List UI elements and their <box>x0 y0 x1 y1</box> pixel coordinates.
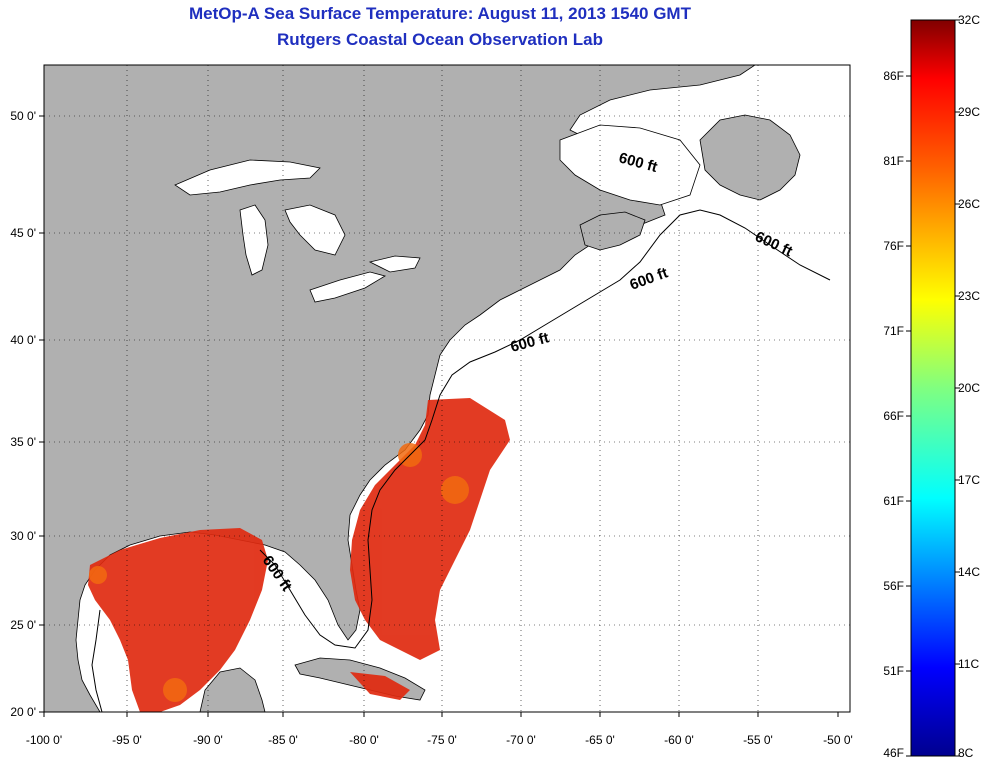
colorbar-label-f: 81F <box>883 154 904 168</box>
x-tick-label: -90 0' <box>193 733 223 747</box>
colorbar-label-f: 66F <box>883 409 904 423</box>
colorbar-label-c: 32C <box>958 13 980 27</box>
colorbar-label-c: 29C <box>958 105 980 119</box>
colorbar-label-f: 71F <box>883 324 904 338</box>
lake-huron <box>284 204 346 256</box>
colorbar-label-c: 17C <box>958 473 980 487</box>
gulf-st-lawrence <box>559 124 701 206</box>
colorbar-label-c: 14C <box>958 565 980 579</box>
y-tick-label: 20 0' <box>10 705 36 719</box>
y-tick-label: 50 0' <box>10 109 36 123</box>
colorbar-label-f: 46F <box>883 746 904 760</box>
colorbar-label-c: 26C <box>958 197 980 211</box>
sst-overlay <box>88 398 510 712</box>
x-tick-label: -85 0' <box>268 733 298 747</box>
x-tick-label: -55 0' <box>743 733 773 747</box>
colorbar-label-c: 11C <box>958 657 979 671</box>
latitude-axis: 50 0' 45 0' 40 0' 35 0' 30 0' 25 0' 20 0' <box>10 109 44 719</box>
y-tick-label: 25 0' <box>10 618 36 632</box>
land-newfoundland <box>699 114 801 201</box>
colorbar-label-f: 56F <box>883 579 904 593</box>
lake-superior <box>174 159 321 196</box>
x-tick-label: -80 0' <box>349 733 379 747</box>
lake-erie <box>309 271 387 303</box>
lake-michigan <box>239 204 269 276</box>
colorbar-label-c: 8C <box>958 746 974 760</box>
colorbar-label-f: 76F <box>883 239 904 253</box>
longitude-axis: -100 0' -95 0' -90 0' -85 0' -80 0' -75 0' -70… <box>26 712 853 747</box>
colorbar-label-f: 86F <box>883 69 904 83</box>
y-tick-label: 45 0' <box>10 226 36 240</box>
x-tick-label: -100 0' <box>26 733 62 747</box>
x-tick-label: -95 0' <box>112 733 142 747</box>
x-tick-label: -70 0' <box>506 733 536 747</box>
colorbar-label-f: 51F <box>883 664 904 678</box>
land-nova-scotia <box>579 211 646 251</box>
x-tick-label: -50 0' <box>823 733 853 747</box>
colorbar-ticks: 32C 29C 26C 23C 20C 17C 14C 11C 8C 86F 81F 76F 71F 66… <box>883 13 980 760</box>
colorbar-label-c: 20C <box>958 381 980 395</box>
y-tick-label: 30 0' <box>10 529 36 543</box>
land-yucatan <box>199 667 266 712</box>
colorbar-label-c: 23C <box>958 289 980 303</box>
colorbar-label-f: 61F <box>883 494 904 508</box>
lake-ontario <box>368 255 421 273</box>
600ft-contour-gulf <box>91 609 103 712</box>
colorbar <box>910 19 956 757</box>
map-title: MetOp-A Sea Surface Temperature: August … <box>189 4 691 23</box>
y-tick-label: 40 0' <box>10 333 36 347</box>
plot-frame <box>43 64 851 713</box>
y-tick-label: 35 0' <box>10 435 36 449</box>
x-tick-label: -60 0' <box>664 733 694 747</box>
600ft-contour <box>259 209 831 649</box>
x-tick-label: -75 0' <box>427 733 457 747</box>
map-subtitle: Rutgers Coastal Ocean Observation Lab <box>277 30 603 49</box>
x-tick-label: -65 0' <box>585 733 615 747</box>
